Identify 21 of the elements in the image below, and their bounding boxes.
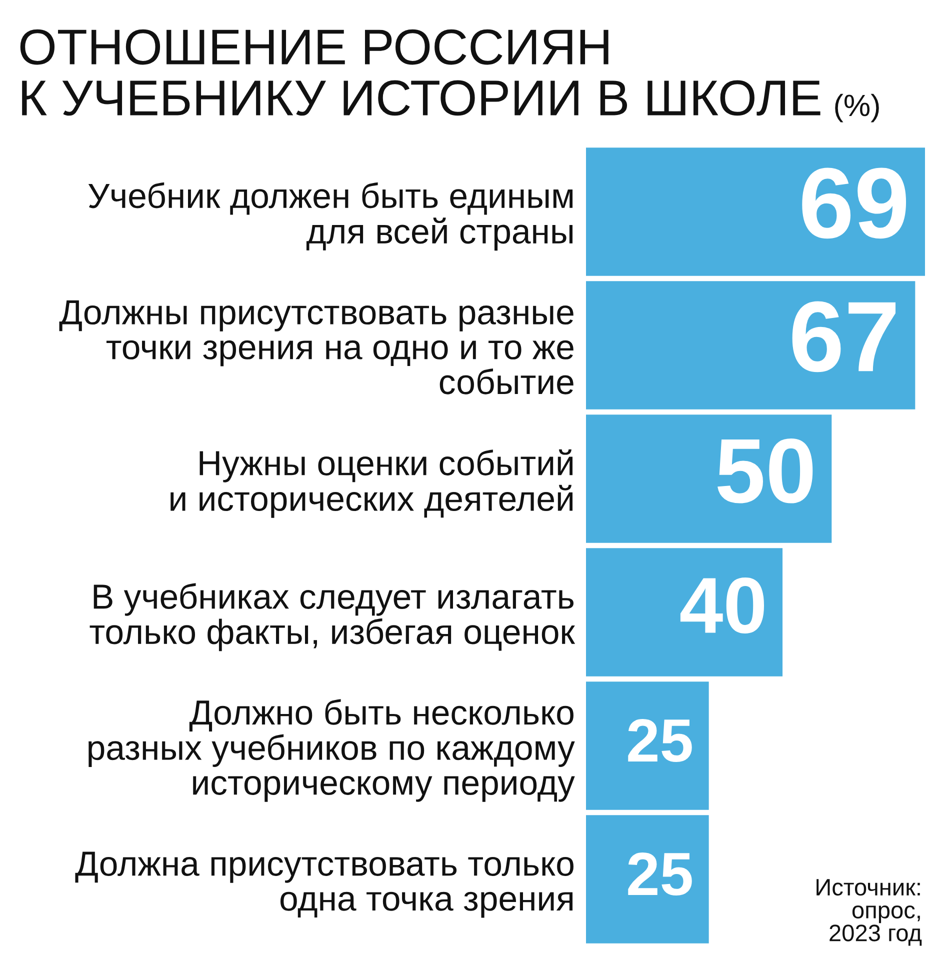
y-tick-label: Должна присутствовать только одна точка зрения — [75, 852, 574, 918]
y-tick-label: Должны присутствовать разные точки зрения на одно и то же событие — [59, 300, 574, 394]
bar — [586, 682, 709, 810]
y-tick-label: Нужны оценки событий и исторических деятелей — [170, 449, 572, 518]
chart-subtitle: (%) — [835, 94, 879, 122]
data-label: 25 — [628, 719, 692, 762]
bar — [586, 548, 783, 676]
data-label: 69 — [802, 168, 906, 239]
data-label: 25 — [628, 852, 692, 896]
y-tick-label: Должно быть несколько разных учебников по каждому историческому периоду — [88, 699, 575, 802]
data-label: 50 — [718, 438, 813, 504]
y-tick-label: В учебниках следует излагать только факты, избегая оценок — [90, 583, 576, 652]
bar — [586, 281, 916, 410]
chart-title: ОТНОШЕНИЕ РОССИЯН К УЧЕБНИКУ ИСТОРИИ В ШКОЛЕ — [20, 29, 820, 116]
data-label: 67 — [792, 301, 896, 372]
bar — [586, 815, 709, 944]
bar — [586, 414, 832, 543]
y-tick-label: Учебник должен быть единым для всей страны — [88, 182, 573, 251]
data-label: 40 — [680, 577, 764, 634]
annotation: Источник: опрос, 2023 год — [816, 879, 922, 946]
bar — [586, 148, 925, 276]
